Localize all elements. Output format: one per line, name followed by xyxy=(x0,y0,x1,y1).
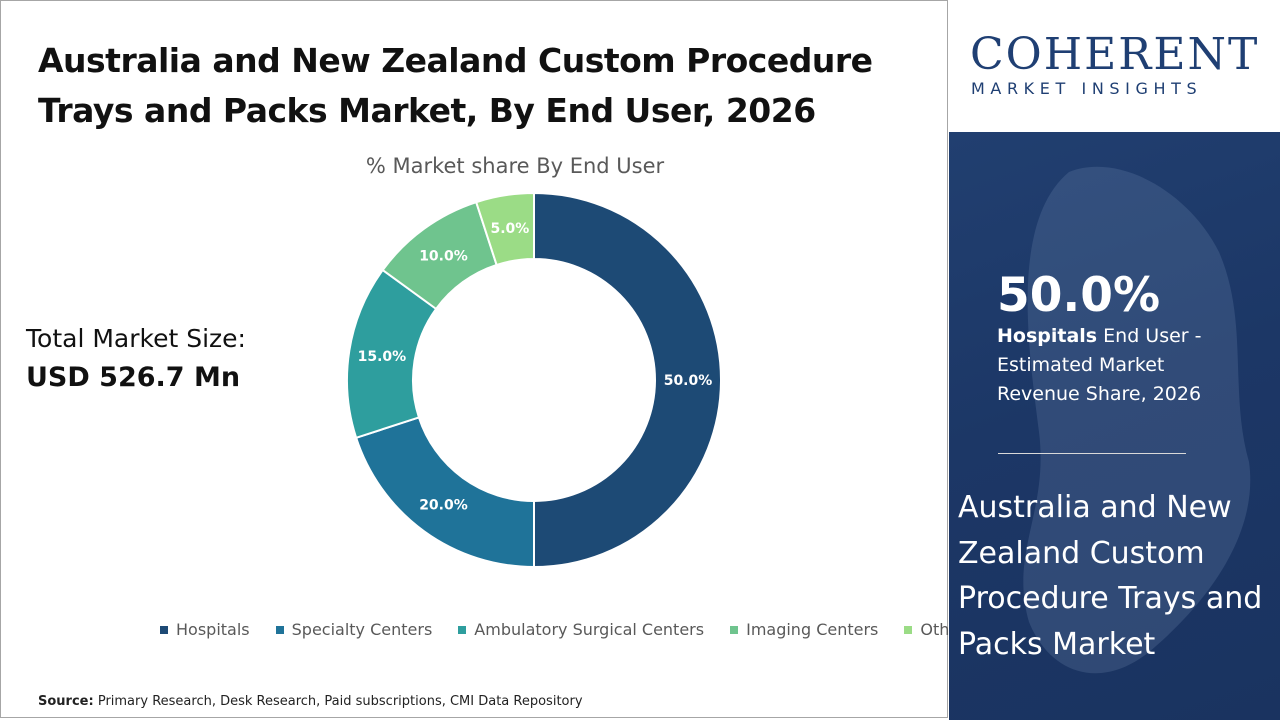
legend-label: Specialty Centers xyxy=(291,620,433,639)
legend-item-ambulatory-surgical-centers: Ambulatory Surgical Centers xyxy=(458,620,704,639)
donut-slice-specialty-centers xyxy=(354,416,535,569)
data-label-hospitals: 50.0% xyxy=(664,373,713,389)
highlight-panel xyxy=(949,132,1280,720)
source-note: Source: Primary Research, Desk Research,… xyxy=(38,694,583,709)
chart-legend: Hospitals Specialty Centers Ambulatory Sur… xyxy=(160,620,974,639)
donut-slice-hospitals xyxy=(533,191,722,569)
source-text: Primary Research, Desk Research, Paid su… xyxy=(97,694,583,709)
company-logo-tagline: MARKET INSIGHTS xyxy=(971,79,1203,98)
highlight-description: Hospitals End User - Estimated Market Re… xyxy=(997,322,1247,409)
company-logo: COHERENT xyxy=(970,29,1260,80)
page-title: Australia and New Zealand Custom Procedu… xyxy=(38,41,873,130)
legend-item-specialty-centers: Specialty Centers xyxy=(275,620,433,639)
data-label-others: 5.0% xyxy=(490,221,529,237)
total-market-size-value: USD 526.7 Mn xyxy=(26,362,241,393)
highlight-segment: Hospitals xyxy=(997,325,1098,347)
legend-swatch xyxy=(904,625,913,634)
legend-swatch xyxy=(730,625,739,634)
legend-label: Ambulatory Surgical Centers xyxy=(474,620,705,639)
market-name: Australia and New Zealand Custom Procedu… xyxy=(958,490,1263,662)
highlight-value: 50.0% xyxy=(997,268,1161,323)
legend-item-imaging-centers: Imaging Centers xyxy=(730,620,878,639)
total-market-size-label: Total Market Size: xyxy=(26,324,246,353)
source-label: Source: xyxy=(38,694,94,709)
legend-item-hospitals: Hospitals xyxy=(160,620,250,639)
map-background-icon xyxy=(1023,166,1251,674)
legend-swatch xyxy=(275,625,284,634)
data-label-specialty-centers: 20.0% xyxy=(419,498,468,514)
chart-subtitle: % Market share By End User xyxy=(365,154,665,178)
logo-area xyxy=(949,0,1280,132)
data-label-imaging-centers: 10.0% xyxy=(419,248,468,264)
highlight-description-text: End User - Estimated Market Revenue Shar… xyxy=(997,325,1202,405)
donut-slice-others xyxy=(474,191,535,267)
legend-swatch xyxy=(160,625,168,634)
data-label-ambulatory-surgical-centers: 15.0% xyxy=(358,349,407,365)
chart-frame xyxy=(0,0,948,718)
legend-swatch xyxy=(458,625,467,634)
panel-divider xyxy=(998,453,1186,454)
legend-label: Hospitals xyxy=(176,620,250,639)
donut-chart: 50.0% 20.0% 15.0% 10.0% 5.0% xyxy=(346,191,722,569)
legend-label: Imaging Centers xyxy=(746,620,879,639)
